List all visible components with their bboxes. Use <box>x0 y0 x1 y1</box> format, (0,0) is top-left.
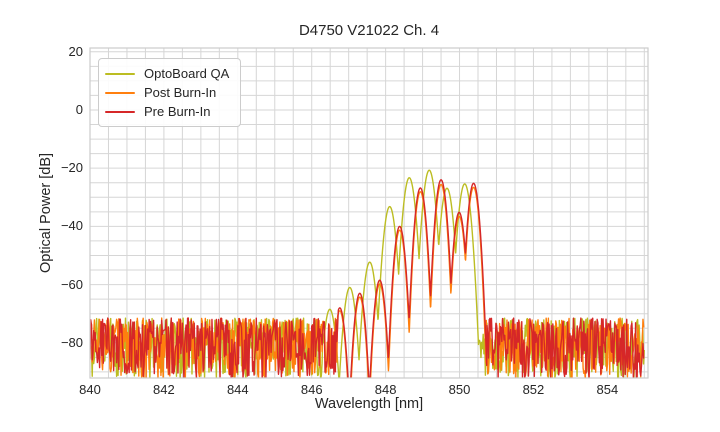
legend: OptoBoard QA Post Burn-In Pre Burn-In <box>98 58 241 127</box>
x-axis-label: Wavelength [nm] <box>314 396 424 412</box>
legend-line-icon <box>105 110 135 113</box>
x-tick-label: 850 <box>448 382 471 397</box>
legend-line-icon <box>105 72 135 75</box>
series-trace-pre-burn-in <box>90 179 645 378</box>
x-tick-label: 844 <box>226 382 249 397</box>
y-tick-label: 20 <box>68 43 83 59</box>
y-tick-label: 0 <box>75 101 83 117</box>
y-tick-label: −20 <box>60 160 83 176</box>
legend-item-post-burn-in: Post Burn-In <box>105 83 232 102</box>
y-tick-label: −80 <box>60 334 83 350</box>
x-tick-label: 852 <box>522 382 545 397</box>
y-tick-label: −40 <box>60 218 83 234</box>
x-tick-label: 854 <box>596 382 619 397</box>
legend-item-optoboard-qa: OptoBoard QA <box>105 64 232 83</box>
x-tick-label: 842 <box>153 382 175 397</box>
axes-frame <box>89 47 649 379</box>
x-tick-label: 840 <box>79 382 101 397</box>
chart-title: D4750 V21022 Ch. 4 <box>298 22 440 39</box>
x-tick-label: 846 <box>300 382 323 397</box>
legend-label: Pre Burn-In <box>144 104 211 119</box>
legend-line-icon <box>105 91 135 94</box>
legend-label: Post Burn-In <box>144 85 217 100</box>
legend-label: OptoBoard QA <box>144 66 230 81</box>
x-tick-label: 848 <box>374 382 397 397</box>
y-tick-label: −60 <box>60 276 83 292</box>
legend-item-pre-burn-in: Pre Burn-In <box>105 102 232 121</box>
